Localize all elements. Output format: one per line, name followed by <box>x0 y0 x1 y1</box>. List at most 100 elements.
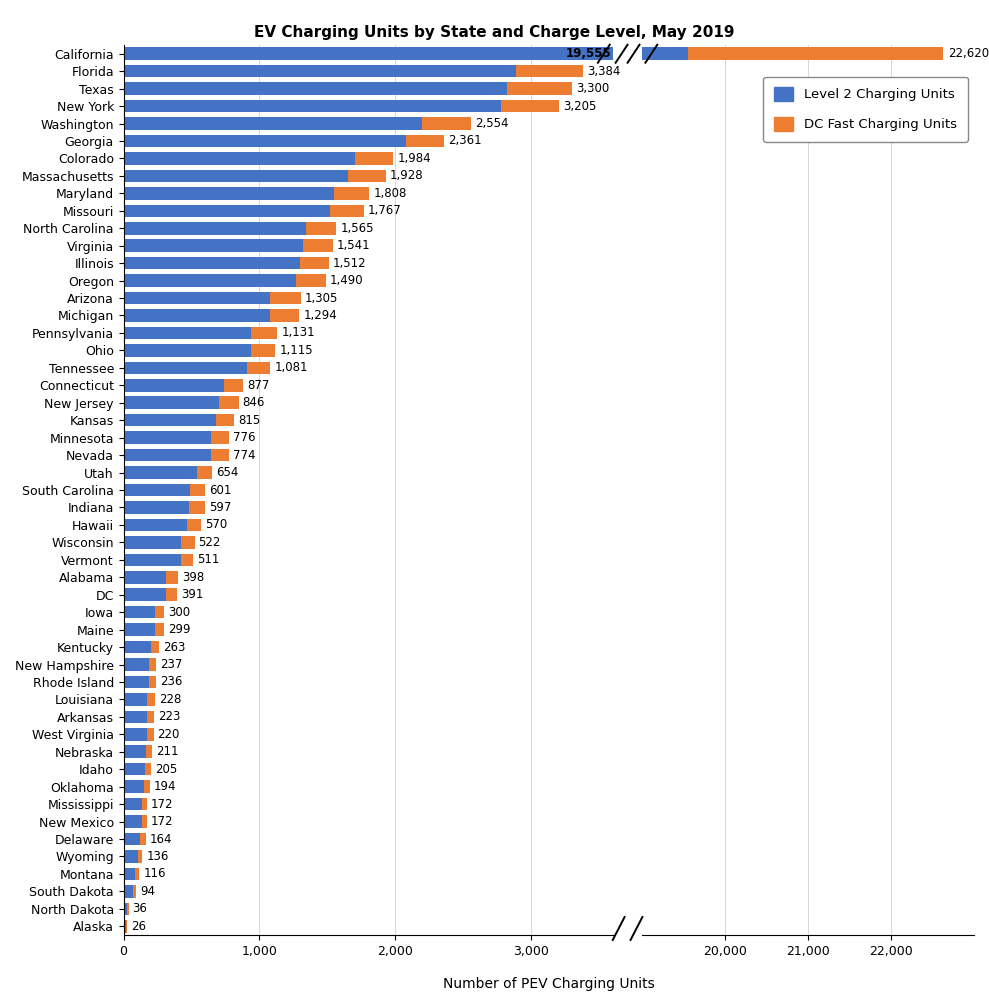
Bar <box>124 554 181 566</box>
Text: 36: 36 <box>133 902 147 915</box>
Bar <box>247 362 270 374</box>
Bar <box>124 431 211 444</box>
Bar <box>296 274 326 287</box>
Text: 26: 26 <box>132 920 146 933</box>
Bar <box>124 850 137 863</box>
Bar <box>147 693 154 706</box>
Bar <box>219 396 238 409</box>
Bar <box>643 47 688 60</box>
Bar <box>506 82 572 95</box>
Bar <box>124 47 612 60</box>
Bar <box>251 327 277 339</box>
Text: 3,384: 3,384 <box>587 65 621 78</box>
Bar <box>270 309 300 322</box>
Bar <box>124 327 251 339</box>
Bar <box>189 501 205 514</box>
Bar <box>330 205 364 217</box>
Text: 194: 194 <box>154 780 177 793</box>
Bar <box>225 379 242 392</box>
Bar <box>124 466 197 479</box>
Bar <box>124 309 270 322</box>
Bar <box>155 623 164 636</box>
Text: 1,808: 1,808 <box>373 187 406 200</box>
Bar <box>211 449 228 461</box>
Text: 116: 116 <box>143 867 166 880</box>
Bar <box>137 850 142 863</box>
Text: 601: 601 <box>210 484 231 496</box>
Bar <box>124 815 141 828</box>
Text: 300: 300 <box>168 606 191 619</box>
Text: 205: 205 <box>155 763 178 776</box>
Bar <box>501 100 559 112</box>
Text: 228: 228 <box>158 693 181 706</box>
Text: 2,361: 2,361 <box>448 134 482 147</box>
Bar <box>303 239 333 252</box>
Text: EV Charging Units by State and Charge Level, May 2019: EV Charging Units by State and Charge Le… <box>254 25 735 40</box>
Text: 1,081: 1,081 <box>275 361 308 374</box>
Text: 774: 774 <box>232 449 255 462</box>
Text: 220: 220 <box>157 728 180 741</box>
Text: 1,305: 1,305 <box>305 292 338 305</box>
Text: 597: 597 <box>209 501 231 514</box>
Bar <box>124 588 166 601</box>
Text: 1,767: 1,767 <box>368 204 402 217</box>
Text: 1,294: 1,294 <box>304 309 337 322</box>
Bar <box>124 396 219 409</box>
Bar <box>197 466 213 479</box>
Text: 776: 776 <box>233 431 255 444</box>
Text: 3,205: 3,205 <box>563 100 596 113</box>
Text: 570: 570 <box>205 518 227 531</box>
Text: 136: 136 <box>146 850 168 863</box>
Bar <box>211 431 229 444</box>
Bar <box>251 344 275 357</box>
Bar <box>124 222 306 235</box>
Text: 1,512: 1,512 <box>333 257 367 270</box>
Text: 94: 94 <box>140 885 155 898</box>
Bar <box>181 554 193 566</box>
Bar <box>124 344 251 357</box>
Text: 1,984: 1,984 <box>398 152 431 165</box>
Text: 223: 223 <box>158 710 180 723</box>
Bar <box>270 292 301 304</box>
Bar <box>155 606 164 618</box>
Text: 263: 263 <box>163 641 186 654</box>
Bar <box>406 135 444 147</box>
Bar <box>124 152 355 165</box>
Bar <box>124 170 348 182</box>
Bar <box>166 571 178 584</box>
Bar <box>128 903 129 915</box>
Bar <box>124 484 190 496</box>
Bar <box>124 82 506 95</box>
Bar <box>348 170 386 182</box>
Text: 172: 172 <box>151 815 173 828</box>
Bar <box>148 676 155 688</box>
Text: 19,555: 19,555 <box>566 47 611 60</box>
Bar <box>124 658 148 671</box>
Bar <box>124 571 166 584</box>
Text: 654: 654 <box>217 466 239 479</box>
Bar <box>148 658 156 671</box>
Bar <box>143 780 150 793</box>
Bar <box>124 745 145 758</box>
Text: 1,131: 1,131 <box>281 326 315 339</box>
Bar <box>141 815 147 828</box>
Bar <box>134 885 136 898</box>
Bar <box>166 588 177 601</box>
Bar <box>146 728 153 741</box>
Text: 1,490: 1,490 <box>330 274 364 287</box>
Bar <box>124 65 515 77</box>
Bar <box>216 414 234 426</box>
Bar <box>124 798 141 810</box>
Bar <box>124 239 303 252</box>
Text: 2,554: 2,554 <box>475 117 508 130</box>
Bar <box>124 414 216 426</box>
Text: Number of PEV Charging Units: Number of PEV Charging Units <box>443 977 655 991</box>
Bar <box>124 623 155 636</box>
Bar <box>306 222 336 235</box>
Text: 1,928: 1,928 <box>390 169 423 182</box>
Text: 1,115: 1,115 <box>279 344 313 357</box>
Bar <box>124 920 127 933</box>
Bar <box>355 152 394 165</box>
Text: 211: 211 <box>156 745 179 758</box>
Bar <box>124 763 145 775</box>
